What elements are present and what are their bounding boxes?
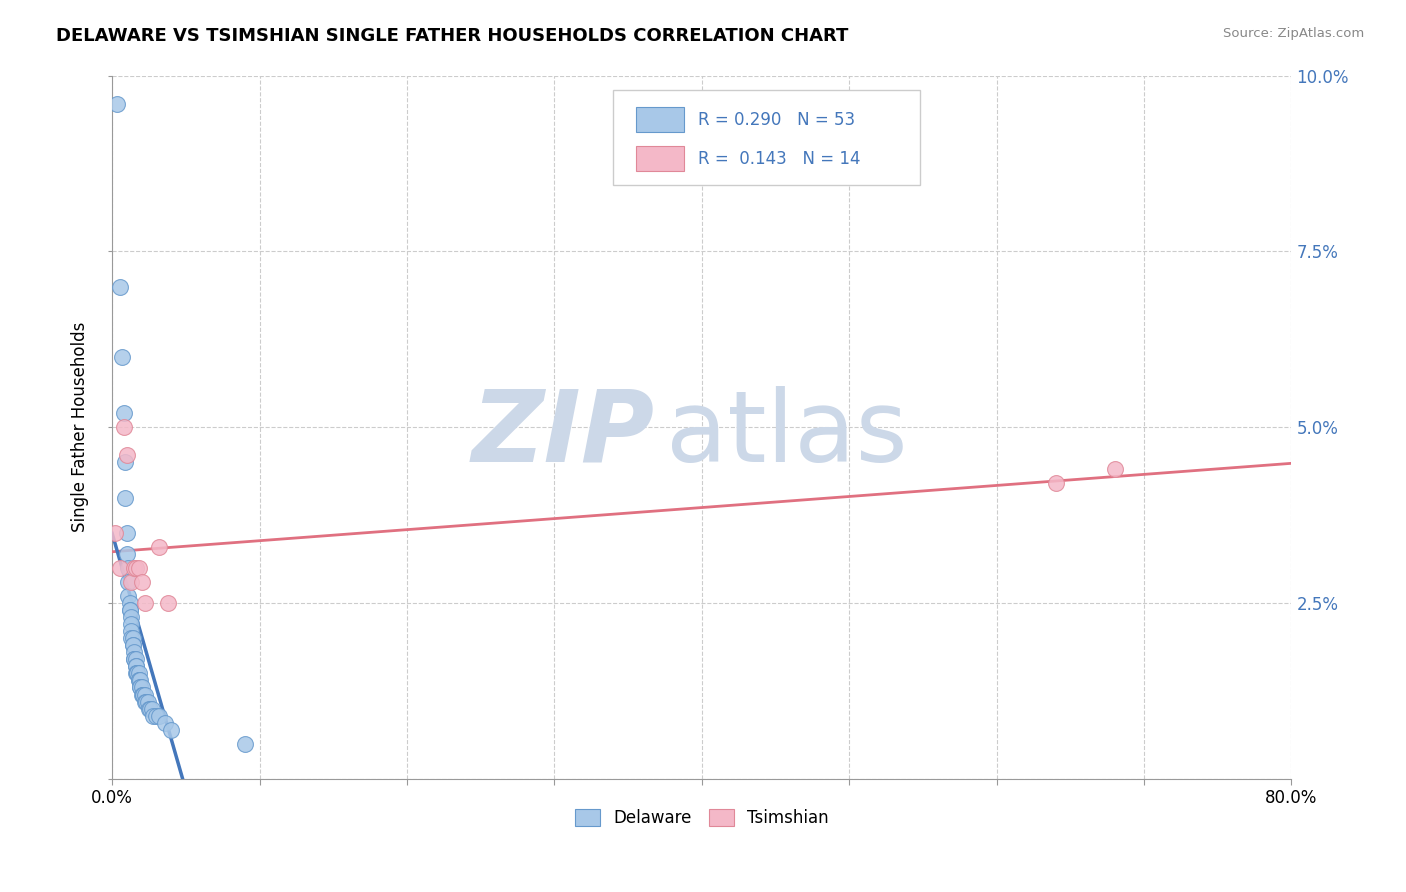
Point [127, 666, 149, 681]
Point [129, 681, 152, 695]
Point [105, 96, 128, 111]
Point [122, 652, 145, 666]
Point [129, 681, 152, 695]
Point [125, 659, 148, 673]
Point [148, 540, 170, 554]
Text: Source: ZipAtlas.com: Source: ZipAtlas.com [1223, 27, 1364, 40]
Point [128, 673, 150, 688]
Point [128, 561, 150, 575]
Point [117, 589, 139, 603]
Point [118, 596, 141, 610]
Point [136, 694, 159, 708]
Point [138, 701, 160, 715]
Point [111, 350, 134, 364]
Point [122, 652, 145, 666]
Point [155, 715, 177, 730]
FancyBboxPatch shape [613, 89, 920, 185]
Point [139, 701, 162, 715]
Point [115, 448, 138, 462]
Point [132, 688, 155, 702]
Point [108, 561, 131, 575]
Legend: Delaware, Tsimshian: Delaware, Tsimshian [568, 803, 835, 834]
Point [125, 666, 148, 681]
Point [1045, 476, 1067, 491]
Point [120, 610, 142, 624]
Point [134, 694, 156, 708]
Point [108, 279, 131, 293]
Point [233, 737, 256, 751]
Point [142, 708, 165, 723]
Point [132, 688, 155, 702]
Point [115, 525, 138, 540]
Point [117, 561, 139, 575]
Point [125, 652, 148, 666]
Point [160, 723, 183, 737]
Point [118, 603, 141, 617]
Point [120, 574, 142, 589]
Point [125, 561, 148, 575]
Point [121, 638, 143, 652]
Point [120, 632, 142, 646]
Point [120, 617, 142, 632]
Point [135, 694, 157, 708]
Point [134, 688, 156, 702]
Point [128, 666, 150, 681]
Text: DELAWARE VS TSIMSHIAN SINGLE FATHER HOUSEHOLDS CORRELATION CHART: DELAWARE VS TSIMSHIAN SINGLE FATHER HOUS… [56, 27, 849, 45]
Point [131, 681, 153, 695]
Point [1104, 462, 1126, 476]
Y-axis label: Single Father Households: Single Father Households [72, 322, 89, 533]
FancyBboxPatch shape [636, 146, 685, 171]
Point [121, 638, 143, 652]
Point [141, 701, 163, 715]
Point [134, 596, 156, 610]
Point [122, 561, 145, 575]
Point [114, 455, 136, 469]
Point [104, 525, 127, 540]
Point [120, 624, 142, 639]
Point [129, 673, 152, 688]
Point [148, 708, 170, 723]
Point [112, 420, 135, 434]
Point [121, 632, 143, 646]
Point [145, 708, 167, 723]
Point [114, 491, 136, 505]
FancyBboxPatch shape [636, 107, 685, 133]
Point [122, 645, 145, 659]
Point [128, 673, 150, 688]
Point [112, 406, 135, 420]
Point [131, 574, 153, 589]
Point [118, 603, 141, 617]
Point [117, 574, 139, 589]
Point [125, 659, 148, 673]
Point [157, 596, 180, 610]
Point [115, 547, 138, 561]
Text: R = 0.290   N = 53: R = 0.290 N = 53 [699, 111, 855, 128]
Text: ZIP: ZIP [471, 385, 655, 483]
Point [131, 688, 153, 702]
Text: atlas: atlas [666, 385, 908, 483]
Point [127, 666, 149, 681]
Text: R =  0.143   N = 14: R = 0.143 N = 14 [699, 150, 860, 168]
